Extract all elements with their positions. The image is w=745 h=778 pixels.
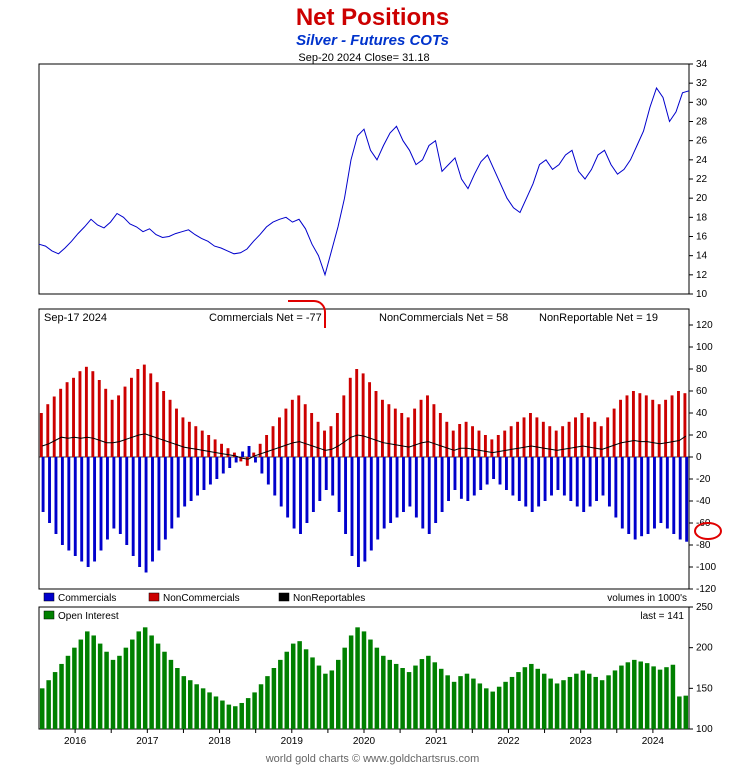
oi-last: last = 141 [640,611,684,622]
cot-ytick: 0 [696,452,702,463]
cot-ytick: -40 [696,496,711,507]
legend-noncommercials-swatch [149,593,159,601]
cot-ytick: 80 [696,364,708,375]
volumes-label: volumes in 1000's [607,593,687,604]
price-ytick: 16 [696,232,708,243]
x-year: 2016 [64,736,87,747]
cot-ytick: -80 [696,540,711,551]
price-ytick: 32 [696,78,708,89]
price-ytick: 18 [696,212,708,223]
subtitle: Silver - Futures COTs [4,32,741,49]
x-year: 2017 [136,736,159,747]
x-year: 2018 [208,736,231,747]
cot-ytick: -100 [696,562,716,573]
cot-ytick: 20 [696,430,708,441]
price-header: Sep-20 2024 Close= 31.18 [298,52,429,64]
cot-ytick: -20 [696,474,711,485]
price-ytick: 12 [696,270,708,281]
price-ytick: 26 [696,136,708,147]
x-year: 2021 [425,736,448,747]
cot-nonreportable: NonReportable Net = 19 [539,312,658,324]
cot-commercials: Commercials Net = -77 [209,312,322,324]
oi-ytick: 250 [696,602,713,613]
cot-ytick: 60 [696,386,708,397]
x-year: 2024 [642,736,665,747]
oi-ytick: 150 [696,683,713,694]
price-ytick: 10 [696,289,708,300]
oi-ytick: 200 [696,643,713,654]
cot-noncommercials: NonCommercials Net = 58 [379,312,508,324]
x-year: 2022 [497,736,520,747]
legend-commercials-label: Commercials [58,593,116,604]
oi-swatch [44,611,54,619]
oi-label: Open Interest [58,611,119,622]
x-year: 2019 [281,736,304,747]
chart-svg: Sep-20 2024 Close= 31.181012141618202224… [34,49,719,749]
x-year: 2023 [570,736,593,747]
x-year: 2020 [353,736,376,747]
price-ytick: 34 [696,59,708,70]
cot-ytick: 120 [696,320,713,331]
cot-ytick: 100 [696,342,713,353]
oi-ytick: 100 [696,724,713,735]
cot-ytick: -120 [696,584,716,595]
cot-ytick: 40 [696,408,708,419]
main-title: Net Positions [4,4,741,32]
price-ytick: 24 [696,155,708,166]
price-ytick: 14 [696,251,708,262]
legend-nonreportables-label: NonReportables [293,593,365,604]
price-ytick: 30 [696,97,708,108]
cot-ytick: -60 [696,518,711,529]
legend-noncommercials-label: NonCommercials [163,593,240,604]
chart-area: Sep-20 2024 Close= 31.181012141618202224… [34,49,711,749]
cot-date: Sep-17 2024 [44,312,107,324]
price-ytick: 22 [696,174,708,185]
price-ytick: 28 [696,117,708,128]
price-ytick: 20 [696,193,708,204]
footer-credit: world gold charts © www.goldchartsrus.co… [4,753,741,765]
legend-nonreportables-swatch [279,593,289,601]
legend-commercials-swatch [44,593,54,601]
